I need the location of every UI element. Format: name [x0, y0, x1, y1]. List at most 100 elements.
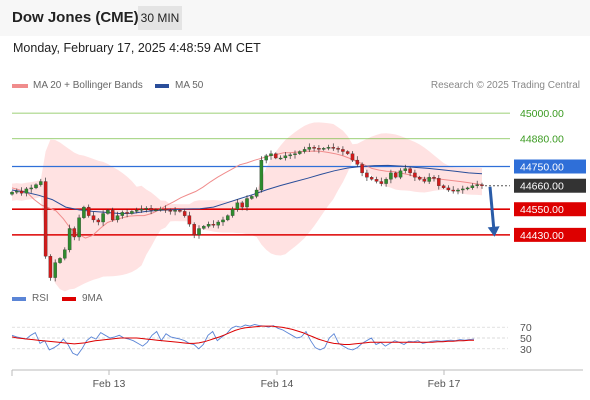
candle-body — [417, 177, 422, 180]
candle-body — [264, 155, 268, 161]
candle-body — [77, 217, 81, 238]
candle-body — [408, 168, 412, 174]
candle-body — [307, 147, 312, 150]
candle-body — [269, 153, 273, 156]
candle-body — [96, 219, 101, 223]
candle-body — [465, 187, 470, 190]
candle-body — [437, 178, 441, 186]
candle-body — [48, 256, 53, 278]
candle-body — [393, 172, 398, 178]
candle-body — [360, 164, 364, 174]
candle-body — [173, 210, 177, 212]
candle-body — [120, 212, 125, 216]
ma20-line — [11, 150, 483, 239]
candle-body — [168, 210, 173, 212]
candle-body — [202, 226, 206, 229]
timeframe-button[interactable]: 30 MIN — [138, 6, 182, 30]
level-label-44880.00: 44880.00 — [520, 134, 564, 146]
candle-body — [326, 147, 331, 149]
candle-body — [254, 189, 259, 197]
candle-body — [422, 179, 427, 182]
candle-body — [274, 153, 278, 159]
ma9-legend-label: 9MA — [82, 293, 103, 304]
ma50-legend-label: MA 50 — [175, 80, 204, 91]
candle-body — [101, 213, 105, 223]
candle-body — [374, 179, 379, 182]
candle-body — [197, 228, 201, 236]
candle-body — [250, 196, 254, 199]
candle-body — [312, 147, 316, 149]
candle-body — [240, 202, 244, 208]
level-tag-44550.00 — [514, 202, 586, 217]
candle-body — [10, 191, 14, 195]
candle-body — [15, 190, 19, 193]
candle-body — [278, 157, 283, 160]
candle-body — [456, 189, 460, 192]
candle-body — [154, 209, 158, 211]
candle-body — [158, 209, 163, 211]
candle-body — [379, 181, 384, 184]
candle-body — [288, 154, 292, 157]
candle-body — [432, 177, 436, 179]
candles — [10, 143, 484, 282]
timestamp: Monday, February 17, 2025 4:48:59 AM CET — [13, 41, 261, 55]
candle-body — [125, 212, 129, 214]
candle-body — [403, 168, 408, 171]
x-tick-label: Feb 13 — [93, 378, 126, 390]
candle-body — [182, 211, 187, 216]
candle-body — [34, 184, 38, 189]
candle-body — [413, 172, 417, 178]
rsi-legend-swatch — [12, 297, 26, 301]
candle-body — [149, 208, 153, 211]
candle-body — [67, 228, 72, 251]
candle-body — [63, 249, 67, 259]
rsi-line — [11, 324, 475, 356]
candle-body — [29, 187, 33, 190]
candle-body — [245, 198, 249, 208]
candle-body — [163, 209, 168, 211]
candle-body — [211, 224, 216, 226]
candle-body — [398, 170, 403, 178]
forecast-arrow-head — [487, 226, 500, 237]
candle-body — [134, 210, 139, 212]
candle-body — [192, 224, 196, 236]
candle-body — [206, 224, 211, 227]
candle-body — [336, 148, 340, 150]
candle-body — [226, 215, 230, 221]
candle-body — [480, 184, 484, 186]
candle-body — [427, 177, 431, 182]
level-tag-44750.00 — [514, 159, 586, 174]
candle-body — [441, 185, 446, 188]
candle-body — [24, 188, 29, 194]
candle-body — [58, 258, 62, 263]
candle-body — [82, 206, 86, 218]
level-tag-44430.00 — [514, 227, 586, 242]
candle-body — [86, 206, 91, 216]
candle-body — [110, 210, 115, 221]
level-tag-44660.00 — [514, 178, 586, 193]
candle-body — [53, 262, 57, 278]
level-label-44430.00: 44430.00 — [520, 230, 564, 242]
ma20-legend-label: MA 20 + Bollinger Bands — [33, 80, 143, 91]
rsi-tick-50: 50 — [520, 333, 532, 345]
candle-body — [365, 172, 369, 178]
rsi-legend-label: RSI — [32, 293, 49, 304]
candle-body — [43, 181, 48, 257]
candle-body — [130, 211, 134, 214]
level-label-44550.00: 44550.00 — [520, 204, 564, 216]
forecast-arrow-shaft — [488, 186, 496, 231]
candle-body — [298, 151, 302, 154]
x-tick-label: Feb 14 — [261, 378, 294, 390]
candle-body — [19, 190, 24, 194]
candle-body — [451, 189, 455, 192]
candle-body — [470, 185, 475, 188]
candle-body — [221, 219, 225, 223]
credit-text: Research © 2025 Trading Central — [430, 80, 580, 91]
level-label-45000.00: 45000.00 — [520, 108, 564, 120]
candle-body — [283, 155, 288, 159]
candle-body — [230, 209, 235, 216]
candle-body — [106, 210, 110, 214]
level-label-44750.00: 44750.00 — [520, 162, 564, 174]
rsi-tick-70: 70 — [520, 322, 532, 334]
